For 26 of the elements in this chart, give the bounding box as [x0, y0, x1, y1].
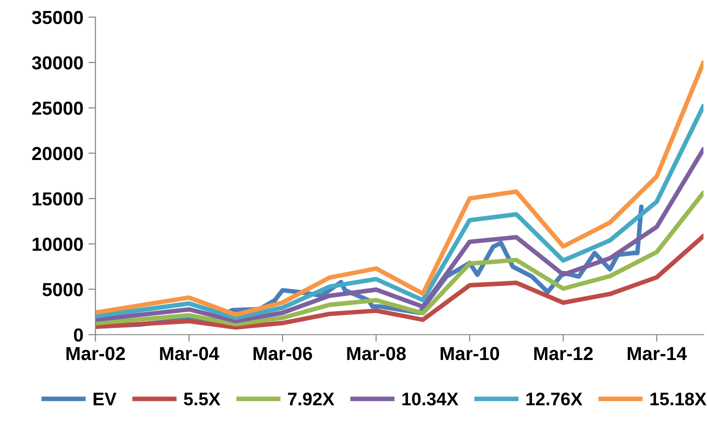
x-tick-label: Mar-12 — [534, 346, 593, 360]
line-series — [95, 234, 704, 330]
line-series — [95, 190, 704, 326]
y-tick-label: 15000 — [32, 192, 83, 206]
line-series — [95, 104, 704, 320]
legend-label: EV — [94, 392, 116, 406]
x-tick-label: Mar-02 — [66, 346, 125, 360]
y-tick-label: 25000 — [32, 102, 83, 115]
x-tick-label: Mar-08 — [347, 346, 406, 360]
legend-label: 10.34X — [402, 392, 458, 406]
x-tick-label: Mar-04 — [160, 346, 220, 360]
line-series — [95, 60, 704, 317]
y-tick-label: 10000 — [32, 238, 83, 251]
x-tick-label: Mar-06 — [254, 346, 312, 360]
y-tick-label: 35000 — [32, 10, 83, 24]
x-tick-label: Mar-14 — [628, 347, 687, 360]
legend-label: 12.76X — [526, 392, 582, 406]
y-tick-label: 20000 — [32, 146, 83, 160]
legend-label: 7.92X — [288, 392, 334, 406]
legend-label: 15.18X — [650, 392, 706, 406]
x-tick-label: Mar-10 — [440, 346, 500, 360]
y-tick-label: 5000 — [42, 282, 83, 296]
line-series — [95, 147, 704, 324]
y-tick-label: 30000 — [32, 56, 83, 70]
y-tick-label: 0 — [74, 328, 83, 342]
legend-label: 5.5X — [184, 392, 220, 406]
